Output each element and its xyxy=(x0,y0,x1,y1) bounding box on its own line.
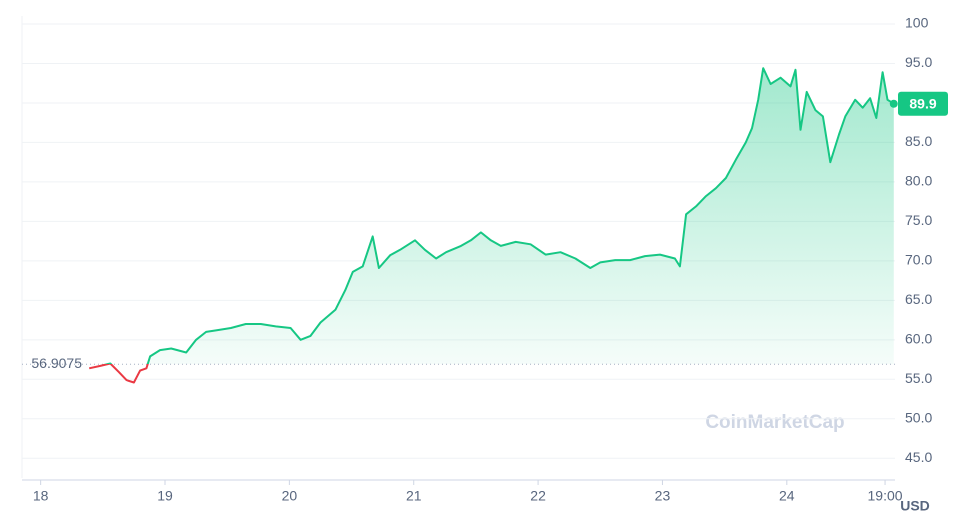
price-area xyxy=(89,68,894,365)
y-tick-label: 65.0 xyxy=(905,291,932,307)
current-price-badge xyxy=(898,91,948,116)
x-tick-label: 24 xyxy=(779,488,795,504)
x-tick-label: 23 xyxy=(655,488,671,504)
y-tick-label: 85.0 xyxy=(905,133,932,149)
x-tick-label: 20 xyxy=(282,488,298,504)
watermark: CoinMarketCap xyxy=(705,412,844,433)
baseline-label: 56.9075 xyxy=(31,355,82,371)
x-tick-label: 19 xyxy=(157,488,173,504)
y-unit: USD xyxy=(900,498,930,514)
y-tick-label: 60.0 xyxy=(905,331,932,347)
current-price-label: 89.9 xyxy=(909,95,936,111)
y-tick-label: 95.0 xyxy=(905,54,932,70)
y-tick-label: 45.0 xyxy=(905,449,932,465)
last-point xyxy=(889,99,898,108)
x-tick-label: 18 xyxy=(33,488,49,504)
x-tick-label: 19:00 xyxy=(868,488,903,504)
x-tick-label: 22 xyxy=(530,488,546,504)
y-tick-label: 55.0 xyxy=(905,370,932,386)
y-tick-label: 75.0 xyxy=(905,212,932,228)
x-tick-label: 21 xyxy=(406,488,422,504)
y-tick-label: 80.0 xyxy=(905,173,932,189)
price-line xyxy=(88,67,895,384)
y-tick-label: 50.0 xyxy=(905,409,932,425)
y-tick-label: 70.0 xyxy=(905,252,932,268)
y-tick-label: 100 xyxy=(905,15,929,31)
